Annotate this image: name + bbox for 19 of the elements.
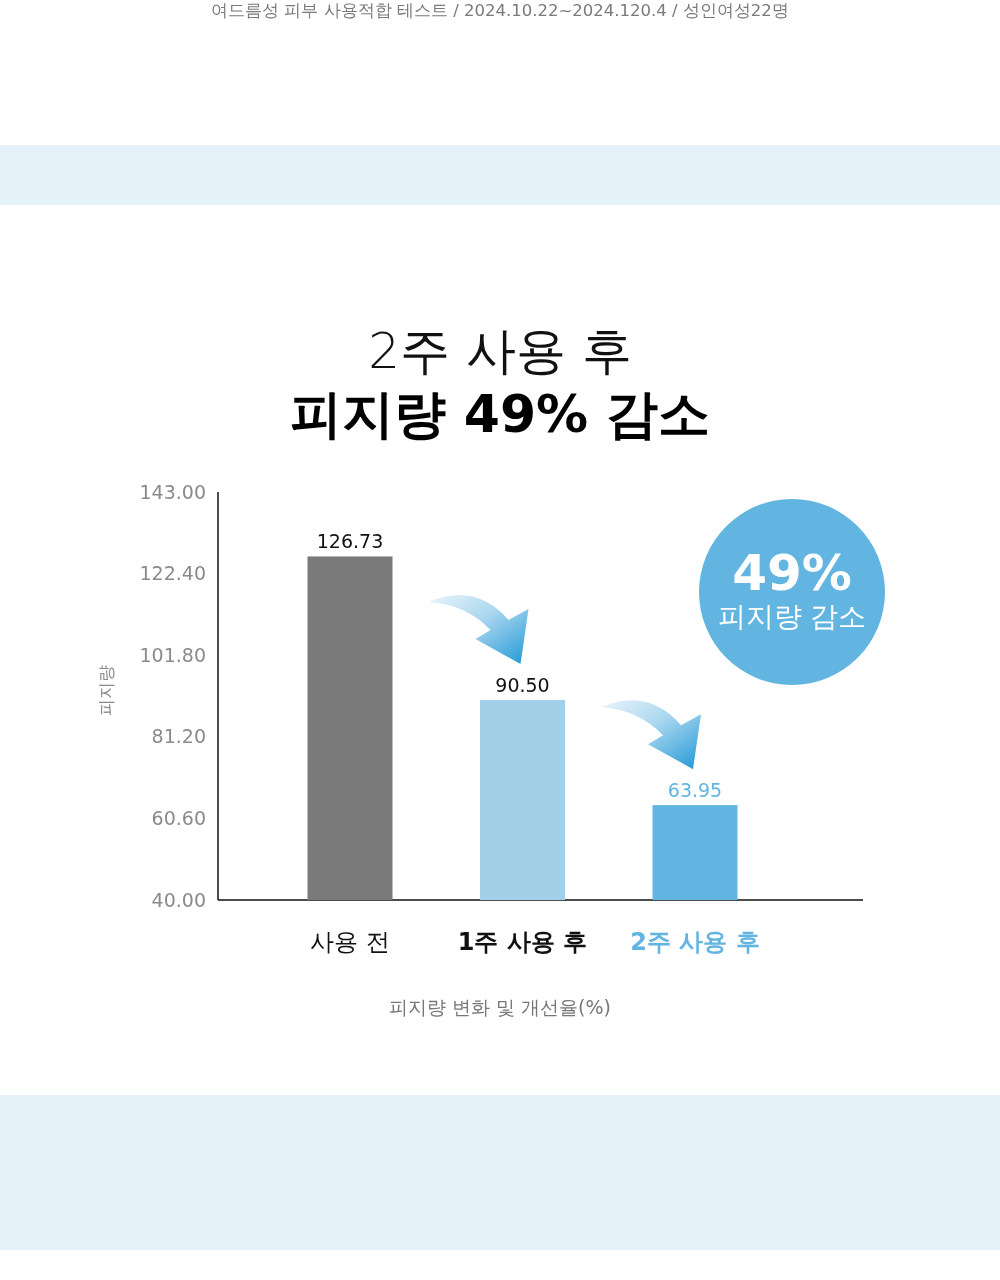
data-label: 63.95 bbox=[667, 779, 723, 802]
chart-subtitle: 피지량 49% 감소 bbox=[289, 384, 711, 444]
y-tick-label: 40.00 bbox=[151, 888, 206, 911]
annotation: 피지량 감소 bbox=[717, 600, 867, 633]
x-axis-title: 피지량 변화 및 개선율(%) bbox=[389, 996, 611, 1018]
x-tick-label: 1주 사용 후 bbox=[457, 928, 588, 956]
y-tick-label: 143.00 bbox=[139, 480, 206, 503]
annotation: 49% bbox=[732, 544, 852, 602]
data-label: 90.50 bbox=[495, 673, 550, 696]
chart-title: 2주 사용 후 bbox=[368, 322, 632, 380]
y-tick-label: 81.20 bbox=[151, 725, 206, 748]
y-tick-label: 60.60 bbox=[151, 807, 206, 830]
y-axis-title: 피지량 bbox=[96, 664, 116, 716]
data-label: 126.73 bbox=[316, 530, 384, 553]
y-tick-label: 101.80 bbox=[139, 643, 206, 666]
x-tick-label: 2주 사용 후 bbox=[630, 928, 760, 956]
x-tick-label: 사용 전 bbox=[310, 928, 390, 956]
text: 여드름성 피부 사용적합 테스트 / 2024.10.22~2024.120.4 / 성인여성22명 bbox=[211, 1, 789, 20]
y-tick-label: 122.40 bbox=[139, 562, 206, 585]
